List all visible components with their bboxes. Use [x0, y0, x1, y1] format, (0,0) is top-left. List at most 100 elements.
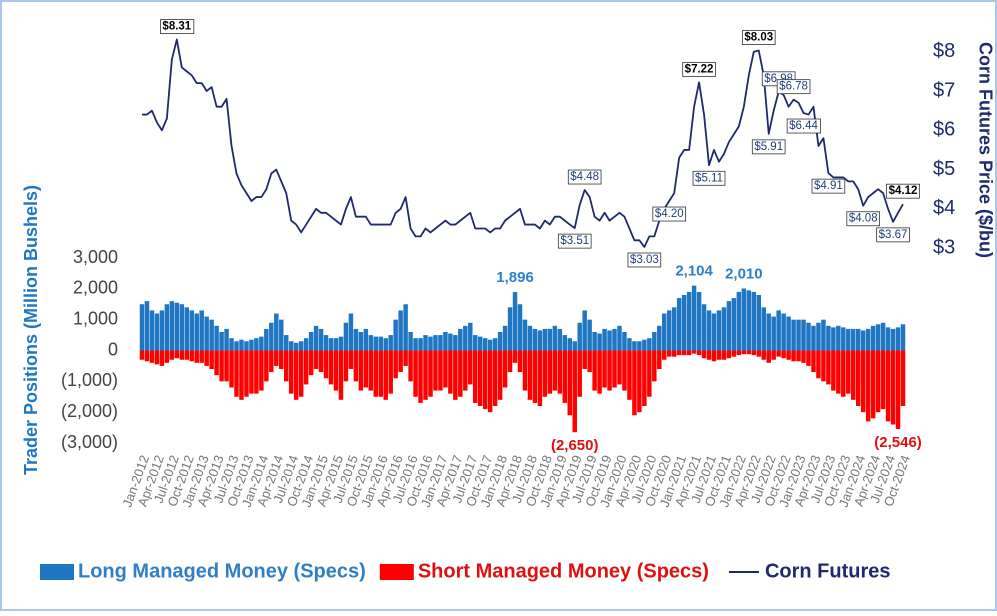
bar: [378, 350, 383, 397]
bar: [463, 350, 468, 391]
bar: [791, 319, 796, 351]
bar: [895, 350, 901, 430]
bar-value-label: (2,546): [874, 434, 922, 451]
y2-tick-label: $8: [933, 40, 955, 62]
bar: [671, 307, 677, 351]
bar: [313, 325, 319, 351]
bar: [438, 350, 443, 391]
legend-swatch: [379, 564, 414, 580]
bar: [527, 325, 533, 351]
bar: [393, 319, 398, 351]
bar: [308, 332, 314, 351]
bar: [229, 350, 234, 388]
data-label-box: [751, 139, 786, 155]
bar: [512, 292, 518, 351]
bar: [209, 319, 214, 351]
bar: [433, 350, 438, 391]
bar: [149, 310, 155, 351]
bar: [308, 350, 314, 376]
bar: [900, 350, 906, 406]
data-label-box: [786, 118, 821, 134]
bar: [781, 313, 786, 351]
data-label: $6.44: [789, 120, 818, 132]
bar: [821, 350, 826, 382]
bar: [870, 350, 876, 419]
bar: [234, 350, 239, 397]
bar: [492, 338, 498, 351]
bar: [855, 328, 861, 351]
bar: [274, 313, 279, 351]
bar: [597, 350, 602, 394]
bar: [209, 350, 214, 369]
bar: [333, 338, 339, 351]
data-label: $3.51: [560, 235, 589, 247]
bar: [328, 350, 334, 385]
bar: [686, 291, 692, 351]
bar: [652, 332, 657, 351]
bar: [353, 328, 359, 351]
data-label: $8.31: [162, 21, 191, 33]
y-tick-label: 1,000: [73, 308, 118, 328]
bar: [642, 350, 647, 406]
bar: [880, 322, 886, 351]
bar: [353, 350, 359, 382]
legend-label: Short Managed Money (Specs): [418, 560, 709, 582]
bar: [458, 350, 463, 397]
bar: [716, 350, 722, 360]
bar: [701, 304, 707, 351]
bar: [592, 332, 597, 351]
bar: [284, 335, 289, 351]
bar: [473, 350, 478, 403]
bar: [681, 295, 687, 351]
data-label-box: [557, 233, 592, 249]
y2-tick-label: $6: [933, 119, 955, 141]
bar: [423, 350, 428, 400]
bar: [338, 336, 344, 351]
bar: [741, 288, 747, 351]
bar: [443, 350, 448, 388]
bar: [428, 336, 433, 351]
bar: [259, 336, 264, 351]
bar: [274, 350, 279, 366]
bar: [607, 350, 612, 391]
bar: [502, 325, 508, 351]
bar: [900, 324, 906, 351]
data-label-box: [876, 227, 910, 243]
bar: [865, 328, 871, 351]
y-axis-title: Trader Positions (Million Bushels): [21, 185, 41, 475]
bar: [706, 310, 712, 351]
bar: [821, 319, 826, 351]
y2-tick-label: $7: [933, 79, 955, 101]
bar: [671, 350, 677, 357]
bar: [164, 304, 170, 351]
bar: [711, 313, 717, 351]
bar: [572, 341, 577, 351]
bar: [254, 350, 259, 394]
bar: [199, 310, 204, 351]
bar: [348, 350, 354, 369]
bar: [284, 350, 289, 382]
bar: [477, 336, 483, 351]
bar: [796, 319, 801, 351]
bar: [487, 350, 493, 413]
bar: [552, 325, 558, 351]
legend-swatch: [40, 564, 74, 580]
bar: [194, 350, 199, 363]
bar: [413, 350, 418, 397]
bar: [851, 328, 856, 351]
bar: [602, 328, 607, 351]
bar: [632, 341, 637, 351]
bar: [706, 350, 712, 360]
bar: [741, 350, 747, 355]
y-tick-label: (3,000): [61, 432, 118, 452]
bar-value-label: 2,010: [725, 265, 763, 282]
bar: [612, 350, 617, 388]
y-tick-label: 2,000: [73, 278, 118, 298]
bar: [298, 350, 304, 397]
data-label: $6.78: [779, 81, 808, 93]
bar: [552, 350, 558, 391]
bar: [159, 350, 165, 366]
y-tick-label: (2,000): [61, 401, 118, 421]
bar: [303, 338, 309, 351]
bar: [482, 350, 488, 410]
